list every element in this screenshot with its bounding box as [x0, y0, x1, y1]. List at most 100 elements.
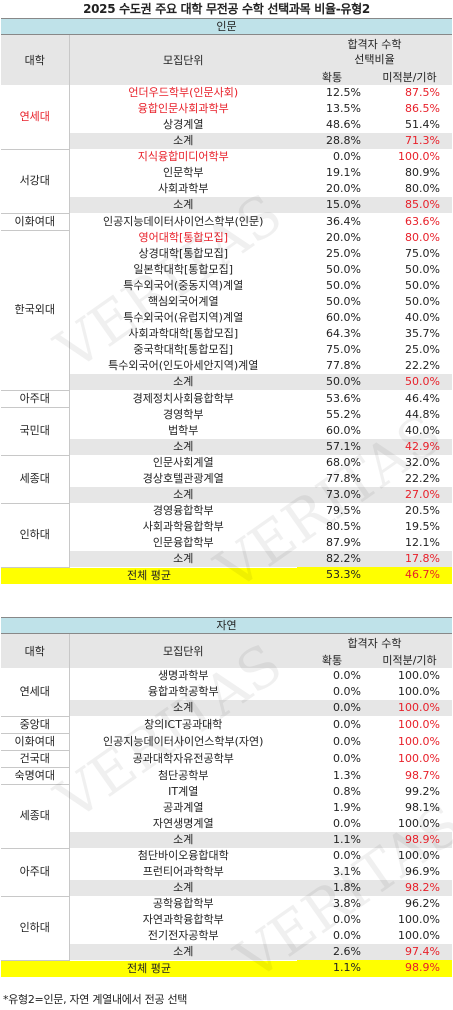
unit-cell: 소계 [69, 133, 297, 149]
other-cell: 98.7% [405, 768, 440, 782]
calc-cell: 12.5% [326, 86, 361, 99]
table-row: 프런티어과학학부 3.1% 96.9% [1, 864, 452, 880]
calc-cell: 87.9% [326, 536, 361, 549]
unit-cell: 전기전자공학부 [147, 929, 219, 942]
table-row: 경상호텔관광계열 77.8% 22.2% [1, 471, 452, 487]
other-cell: 46.4% [405, 391, 440, 405]
table-row: 아주대 첨단바이오융합대학 0.0% 100.0% [1, 848, 452, 897]
unit-cell: 소계 [69, 374, 297, 390]
other-cell: 22.2% [405, 359, 440, 372]
unit-cell: 법학부 [168, 424, 199, 437]
average-other: 46.7% [367, 567, 452, 584]
subtotal-row: 소계 2.6% 97.4% [1, 944, 452, 960]
table-row: 인문융합학부 87.9% 12.1% [1, 535, 452, 551]
other-cell: 12.1% [405, 536, 440, 549]
unit-cell: 지식융합미디어학부 [137, 150, 229, 163]
table-row: 국민대 경영학부 55.2% 44.8% [1, 407, 452, 456]
subtotal-row: 소계 0.0% 100.0% [1, 700, 452, 716]
table-row: 아주대 경제정치사회융합학부 53.6% 46.4% [1, 390, 452, 408]
humanities-table: 인문 대학 모집단위 합격자 수학 선택비율 확통 미적분/기하 연세대 언더우드학부(인문사회… [1, 18, 452, 584]
column-header-other: 미적분/기하 [367, 69, 452, 85]
other-cell: 22.2% [405, 472, 440, 485]
calc-cell: 55.2% [326, 408, 361, 421]
calc-cell: 19.1% [326, 166, 361, 179]
table-row: 서강대 지식융합미디어학부 0.0% 100.0% [1, 149, 452, 214]
average-row: 전체 평균 53.3% 46.7% [1, 567, 452, 584]
calc-cell: 57.1% [297, 439, 367, 455]
unit-cell: 소계 [69, 700, 297, 716]
other-cell: 71.3% [367, 133, 452, 149]
subtotal-row: 소계 1.8% 98.2% [1, 880, 452, 896]
calc-cell: 60.0% [326, 424, 361, 437]
univ-cell: 숙명여대 [1, 767, 70, 785]
column-header-rate-line: 합격자 수학 [347, 636, 402, 650]
other-cell: 42.9% [367, 439, 452, 455]
univ-cell: 국민대 [1, 407, 70, 456]
unit-cell: 인공지능데이터사이언스학부(인문) [103, 214, 264, 228]
section-header: 인문 [1, 18, 452, 35]
other-cell: 96.9% [405, 865, 440, 878]
table-row: 연세대 언더우드학부(인문사회) 12.5% 87.5% [1, 85, 452, 150]
table-row: 상경대학[통합모집] 25.0% 75.0% [1, 246, 452, 262]
calc-cell: 1.9% [333, 801, 361, 814]
other-cell: 51.4% [405, 118, 440, 131]
unit-cell: 경영융합학부 [152, 504, 214, 517]
unit-cell: 핵심외국어계열 [147, 295, 219, 308]
other-cell: 100.0% [398, 929, 440, 942]
other-cell: 98.9% [367, 832, 452, 848]
calc-cell: 3.1% [333, 865, 361, 878]
other-cell: 80.0% [405, 231, 440, 244]
other-cell: 100.0% [398, 669, 440, 682]
unit-cell: 소계 [69, 832, 297, 848]
subtotal-row: 소계 82.2% 17.8% [1, 551, 452, 567]
other-cell: 40.0% [405, 424, 440, 437]
table-row: 이화여대 인공지능데이터사이언스학부(자연) 0.0% 100.0% [1, 733, 452, 751]
unit-cell: 사회과학대학[통합모집] [128, 327, 239, 340]
subtotal-row: 소계 50.0% 50.0% [1, 374, 452, 390]
table-row: 융합과학공학부 0.0% 100.0% [1, 684, 452, 700]
other-cell: 100.0% [398, 734, 440, 748]
univ-cell: 건국대 [1, 750, 70, 768]
calc-cell: 0.0% [333, 929, 361, 942]
calc-cell: 3.8% [333, 897, 361, 910]
table-row: 법학부 60.0% 40.0% [1, 423, 452, 439]
univ-cell: 인하대 [1, 503, 70, 568]
column-header-rate-line: 합격자 수학 [347, 38, 402, 51]
unit-cell: 상경대학[통합모집] [138, 247, 229, 260]
unit-cell: 융합인문사회과학부 [137, 102, 229, 115]
table-row: 공과계열 1.9% 98.1% [1, 800, 452, 816]
table-row: 한국외대 영어대학[통합모집] 20.0% 80.0% [1, 230, 452, 391]
univ-cell: 세종대 [1, 784, 70, 849]
other-cell: 19.5% [405, 520, 440, 533]
column-header-rate-line: 선택비율 [354, 53, 395, 66]
calc-cell: 75.0% [326, 343, 361, 356]
table-row: 핵심외국어계열 50.0% 50.0% [1, 294, 452, 310]
calc-cell: 0.0% [333, 669, 361, 682]
unit-cell: 인문융합학부 [152, 536, 214, 549]
table-row: 중국학대학[통합모집] 75.0% 25.0% [1, 342, 452, 358]
table-row: 세종대 IT계열 0.8% 99.2% [1, 784, 452, 849]
calc-cell: 48.6% [326, 118, 361, 131]
unit-cell: 특수외국어(유럽지역)계열 [123, 311, 244, 324]
column-header-rate: 합격자 수학 [297, 633, 452, 652]
calc-cell: 0.0% [333, 849, 361, 862]
science-table: 자연 대학 모집단위 합격자 수학 확통 미적분/기하 연세대 생명과학부 0.0% 100.0%… [1, 617, 452, 977]
other-cell: 40.0% [405, 311, 440, 324]
univ-cell: 연세대 [1, 668, 70, 717]
unit-cell: 인문학부 [163, 166, 204, 179]
other-cell: 100.0% [398, 751, 440, 765]
table-row: 융합인문사회과학부 13.5% 86.5% [1, 101, 452, 117]
unit-cell: 경제정치사회융합학부 [132, 391, 234, 405]
column-header-calc: 확통 [297, 652, 367, 668]
unit-cell: 사회과학부 [157, 182, 209, 195]
subtotal-row: 소계 15.0% 85.0% [1, 197, 452, 213]
calc-cell: 50.0% [326, 263, 361, 276]
average-label: 전체 평균 [1, 567, 297, 584]
unit-cell: 자연과학융합학부 [142, 913, 224, 926]
other-cell: 63.6% [405, 214, 440, 228]
column-header-other: 미적분/기하 [367, 652, 452, 668]
table-row: 특수외국어(중동지역)계열 50.0% 50.0% [1, 278, 452, 294]
table-row: 상경계열 48.6% 51.4% [1, 117, 452, 133]
univ-cell: 서강대 [1, 149, 70, 214]
other-cell: 50.0% [367, 374, 452, 390]
